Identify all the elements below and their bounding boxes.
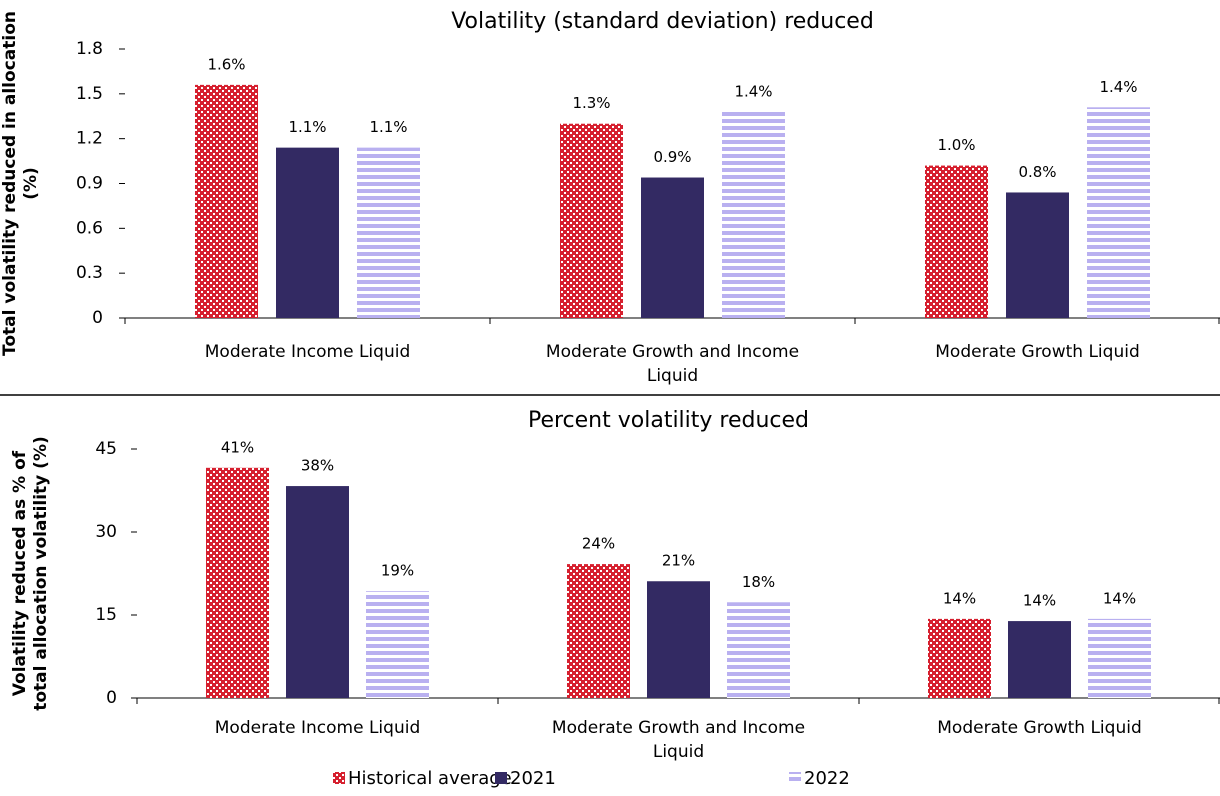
y-tick-label: 1.8 [76, 39, 103, 59]
data-label: 24% [582, 535, 615, 553]
chart-title: Volatility (standard deviation) reduced [451, 9, 874, 34]
legend-label: 2022 [804, 768, 850, 789]
y-tick-label: 1.5 [76, 84, 103, 104]
x-tick-label: Moderate Growth Liquid [937, 718, 1141, 738]
y-tick-label: 0 [106, 688, 117, 708]
bar [560, 123, 623, 318]
x-tick-label: Moderate Growth Liquid [935, 342, 1139, 362]
data-label: 18% [742, 573, 775, 591]
bar [641, 177, 704, 318]
bar [1006, 192, 1069, 318]
data-label: 0.9% [653, 148, 691, 166]
y-tick-label: 45 [95, 439, 117, 459]
x-tick-label: Moderate Income Liquid [205, 342, 411, 362]
x-tick-label: Moderate Growth and Income Liquid [546, 342, 799, 386]
data-label: 21% [662, 552, 695, 570]
legend-label: 2021 [510, 768, 556, 789]
legend-swatch [789, 772, 801, 784]
bar [1087, 107, 1150, 319]
x-tick-label: Moderate Growth and Income Liquid [552, 718, 805, 762]
legend-swatch [333, 772, 345, 784]
data-label: 14% [943, 589, 976, 607]
y-tick-label: 30 [95, 522, 117, 542]
data-label: 1.6% [207, 55, 245, 73]
data-label: 38% [301, 457, 334, 475]
y-tick-label: 1.2 [76, 129, 103, 149]
bar [1008, 621, 1071, 698]
data-label: 1.1% [369, 118, 407, 136]
bar [928, 618, 991, 698]
y-tick-label: 0.6 [76, 218, 103, 238]
bar [195, 84, 258, 318]
bar [357, 147, 420, 318]
bar [925, 165, 988, 318]
data-label: 1.1% [288, 118, 326, 136]
data-label: 1.3% [572, 94, 610, 112]
legend-label: Historical average [348, 768, 512, 789]
y-tick-label: 0.3 [76, 263, 103, 283]
bar [1088, 618, 1151, 698]
y-tick-label: 0.9 [76, 174, 103, 194]
x-tick-label: Moderate Income Liquid [215, 718, 421, 738]
data-label: 14% [1023, 592, 1056, 610]
bar [366, 591, 429, 698]
y-tick-label: 0 [92, 308, 103, 328]
bar [567, 564, 630, 698]
data-label: 1.0% [937, 136, 975, 154]
bar [722, 111, 785, 319]
bar [276, 147, 339, 318]
y-axis-label: Volatility reduced as % oftotal allocati… [10, 436, 51, 711]
data-label: 0.8% [1018, 163, 1056, 181]
bar [286, 486, 349, 698]
bar [206, 467, 269, 698]
bar [647, 581, 710, 698]
chart-title: Percent volatility reduced [528, 408, 809, 433]
bar [727, 602, 790, 698]
data-label: 1.4% [734, 82, 772, 100]
data-label: 14% [1103, 589, 1136, 607]
y-axis-label: Total volatility reduced in allocation(%… [0, 11, 41, 356]
legend-swatch [495, 772, 507, 784]
data-label: 19% [381, 562, 414, 580]
y-tick-label: 15 [95, 605, 117, 625]
data-label: 41% [221, 438, 254, 456]
data-label: 1.4% [1099, 78, 1137, 96]
